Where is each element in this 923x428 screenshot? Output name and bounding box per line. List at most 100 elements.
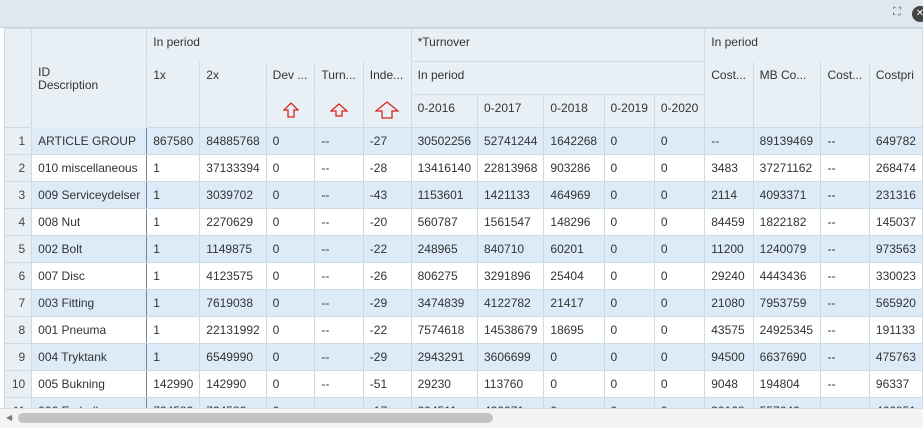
sort-inde-cell[interactable] bbox=[362, 94, 412, 128]
col-1x-header[interactable]: 1x bbox=[146, 61, 201, 95]
cell-0-2016[interactable]: 3474839 bbox=[410, 289, 479, 317]
cell-0-2016[interactable]: 7574618 bbox=[410, 316, 479, 344]
cell-dev[interactable]: 0 bbox=[265, 343, 316, 371]
cell-0-2017[interactable]: 4122782 bbox=[476, 289, 545, 317]
cell-dev[interactable]: 0 bbox=[265, 289, 316, 317]
table-row[interactable]: 4 008 Nut 1 2270629 0 -- -20 560787 1561547 14829… bbox=[3, 208, 923, 236]
cell-cost2[interactable]: -- bbox=[820, 127, 870, 155]
cell-0-2017[interactable]: 52741244 bbox=[476, 127, 545, 155]
cell-cost1[interactable]: 2114 bbox=[704, 181, 754, 209]
cell-1x[interactable]: 1 bbox=[146, 208, 201, 236]
table-row[interactable]: 1 ARTICLE GROUP 867580 84885768 0 -- -27 305022… bbox=[3, 127, 923, 155]
cell-0-2019[interactable]: 0 bbox=[603, 316, 655, 344]
cell-0-2020[interactable]: 0 bbox=[653, 154, 706, 182]
cell-0-2017[interactable]: 3291896 bbox=[476, 262, 545, 290]
cell-turn[interactable]: -- bbox=[314, 370, 364, 398]
row-number[interactable]: 5 bbox=[3, 235, 33, 263]
cell-0-2020[interactable]: 0 bbox=[653, 208, 706, 236]
cell-turn[interactable]: -- bbox=[314, 343, 364, 371]
cell-cost2[interactable]: -- bbox=[820, 235, 870, 263]
cell-2x[interactable]: 7619038 bbox=[199, 289, 267, 317]
cell-costpri[interactable]: 145037 bbox=[868, 208, 923, 236]
cell-inde[interactable]: -43 bbox=[362, 181, 412, 209]
row-number[interactable]: 9 bbox=[3, 343, 33, 371]
row-number[interactable]: 1 bbox=[3, 127, 33, 155]
cell-2x[interactable]: 3039702 bbox=[199, 181, 267, 209]
col-0-2019-header[interactable]: 0-2019 bbox=[603, 94, 655, 128]
cell-0-2019[interactable]: 0 bbox=[603, 208, 655, 236]
cell-cost2[interactable]: -- bbox=[820, 343, 870, 371]
sort-turn-cell[interactable] bbox=[314, 94, 364, 128]
row-description[interactable]: 004 Tryktank bbox=[31, 343, 148, 371]
cell-0-2019[interactable]: 0 bbox=[603, 154, 655, 182]
cell-turn[interactable]: -- bbox=[314, 154, 364, 182]
cell-0-2017[interactable]: 22813968 bbox=[476, 154, 545, 182]
cell-cost2[interactable]: -- bbox=[820, 370, 870, 398]
row-description[interactable]: 002 Bolt bbox=[31, 235, 148, 263]
col-costpri-header[interactable]: Costpri bbox=[868, 61, 923, 95]
cell-dev[interactable]: 0 bbox=[265, 208, 316, 236]
cell-cost1[interactable]: 94500 bbox=[704, 343, 754, 371]
col-dev-header[interactable]: Dev ... bbox=[265, 61, 316, 95]
row-number[interactable]: 2 bbox=[3, 154, 33, 182]
cell-0-2020[interactable]: 0 bbox=[653, 235, 706, 263]
cell-0-2019[interactable]: 0 bbox=[603, 343, 655, 371]
cell-0-2016[interactable]: 13416140 bbox=[410, 154, 479, 182]
cell-mbco[interactable]: 6637690 bbox=[752, 343, 822, 371]
col-turn-header[interactable]: Turn... bbox=[314, 61, 364, 95]
sort-up-arrow-icon[interactable] bbox=[374, 100, 401, 119]
cell-0-2020[interactable]: 0 bbox=[653, 316, 706, 344]
cell-2x[interactable]: 6549990 bbox=[199, 343, 267, 371]
cell-mbco[interactable]: 1822182 bbox=[752, 208, 822, 236]
cell-turn[interactable]: -- bbox=[314, 316, 364, 344]
cell-0-2017[interactable]: 113760 bbox=[476, 370, 545, 398]
col-cost1-header[interactable]: Cost... bbox=[704, 61, 754, 95]
cell-inde[interactable]: -29 bbox=[362, 343, 412, 371]
table-row[interactable]: 3 009 Serviceydelser 1 3039702 0 -- -43 1153601… bbox=[3, 181, 923, 209]
cell-cost2[interactable]: -- bbox=[820, 154, 870, 182]
sort-up-arrow-icon[interactable] bbox=[281, 101, 300, 118]
cell-cost1[interactable]: 43575 bbox=[704, 316, 754, 344]
cell-cost1[interactable]: 3483 bbox=[704, 154, 754, 182]
cell-0-2017[interactable]: 1561547 bbox=[476, 208, 545, 236]
cell-cost2[interactable]: -- bbox=[820, 181, 870, 209]
cell-mbco[interactable]: 89139469 bbox=[752, 127, 822, 155]
row-description[interactable]: 010 miscellaneous bbox=[31, 154, 148, 182]
cell-2x[interactable]: 1149875 bbox=[199, 235, 267, 263]
cell-cost2[interactable]: -- bbox=[820, 316, 870, 344]
cell-0-2019[interactable]: 0 bbox=[603, 235, 655, 263]
in-period-group-header-2[interactable]: In period bbox=[704, 28, 923, 62]
scrollbar-thumb[interactable] bbox=[18, 413, 493, 423]
cell-costpri[interactable]: 231316 bbox=[868, 181, 923, 209]
cell-0-2019[interactable]: 0 bbox=[603, 370, 655, 398]
cell-inde[interactable]: -22 bbox=[362, 235, 412, 263]
cell-0-2018[interactable]: 25404 bbox=[543, 262, 605, 290]
col-0-2020-header[interactable]: 0-2020 bbox=[653, 94, 706, 128]
cell-1x[interactable]: 142990 bbox=[146, 370, 201, 398]
cell-0-2017[interactable]: 840710 bbox=[476, 235, 545, 263]
table-row[interactable]: 6 007 Disc 1 4123575 0 -- -26 806275 3291896 2540… bbox=[3, 262, 923, 290]
cell-mbco[interactable]: 37271162 bbox=[752, 154, 822, 182]
table-row[interactable]: 9 004 Tryktank 1 6549990 0 -- -29 2943291 360669… bbox=[3, 343, 923, 371]
col-0-2016-header[interactable]: 0-2016 bbox=[410, 94, 479, 128]
row-description[interactable]: 007 Disc bbox=[31, 262, 148, 290]
cell-inde[interactable]: -26 bbox=[362, 262, 412, 290]
cell-0-2020[interactable]: 0 bbox=[653, 262, 706, 290]
cell-2x[interactable]: 37133394 bbox=[199, 154, 267, 182]
cell-cost2[interactable]: -- bbox=[820, 289, 870, 317]
cell-cost2[interactable]: -- bbox=[820, 208, 870, 236]
cell-0-2016[interactable]: 29230 bbox=[410, 370, 479, 398]
cell-0-2019[interactable]: 0 bbox=[603, 289, 655, 317]
cell-0-2017[interactable]: 3606699 bbox=[476, 343, 545, 371]
cell-0-2018[interactable]: 21417 bbox=[543, 289, 605, 317]
cell-0-2016[interactable]: 1153601 bbox=[410, 181, 479, 209]
close-icon[interactable]: ✕ bbox=[912, 6, 923, 22]
row-description[interactable]: 008 Nut bbox=[31, 208, 148, 236]
cell-1x[interactable]: 867580 bbox=[146, 127, 201, 155]
cell-turn[interactable]: -- bbox=[314, 289, 364, 317]
cell-0-2018[interactable]: 464969 bbox=[543, 181, 605, 209]
cell-2x[interactable]: 142990 bbox=[199, 370, 267, 398]
cell-turn[interactable]: -- bbox=[314, 235, 364, 263]
cell-0-2019[interactable]: 0 bbox=[603, 181, 655, 209]
sort-up-arrow-icon[interactable] bbox=[329, 102, 349, 117]
